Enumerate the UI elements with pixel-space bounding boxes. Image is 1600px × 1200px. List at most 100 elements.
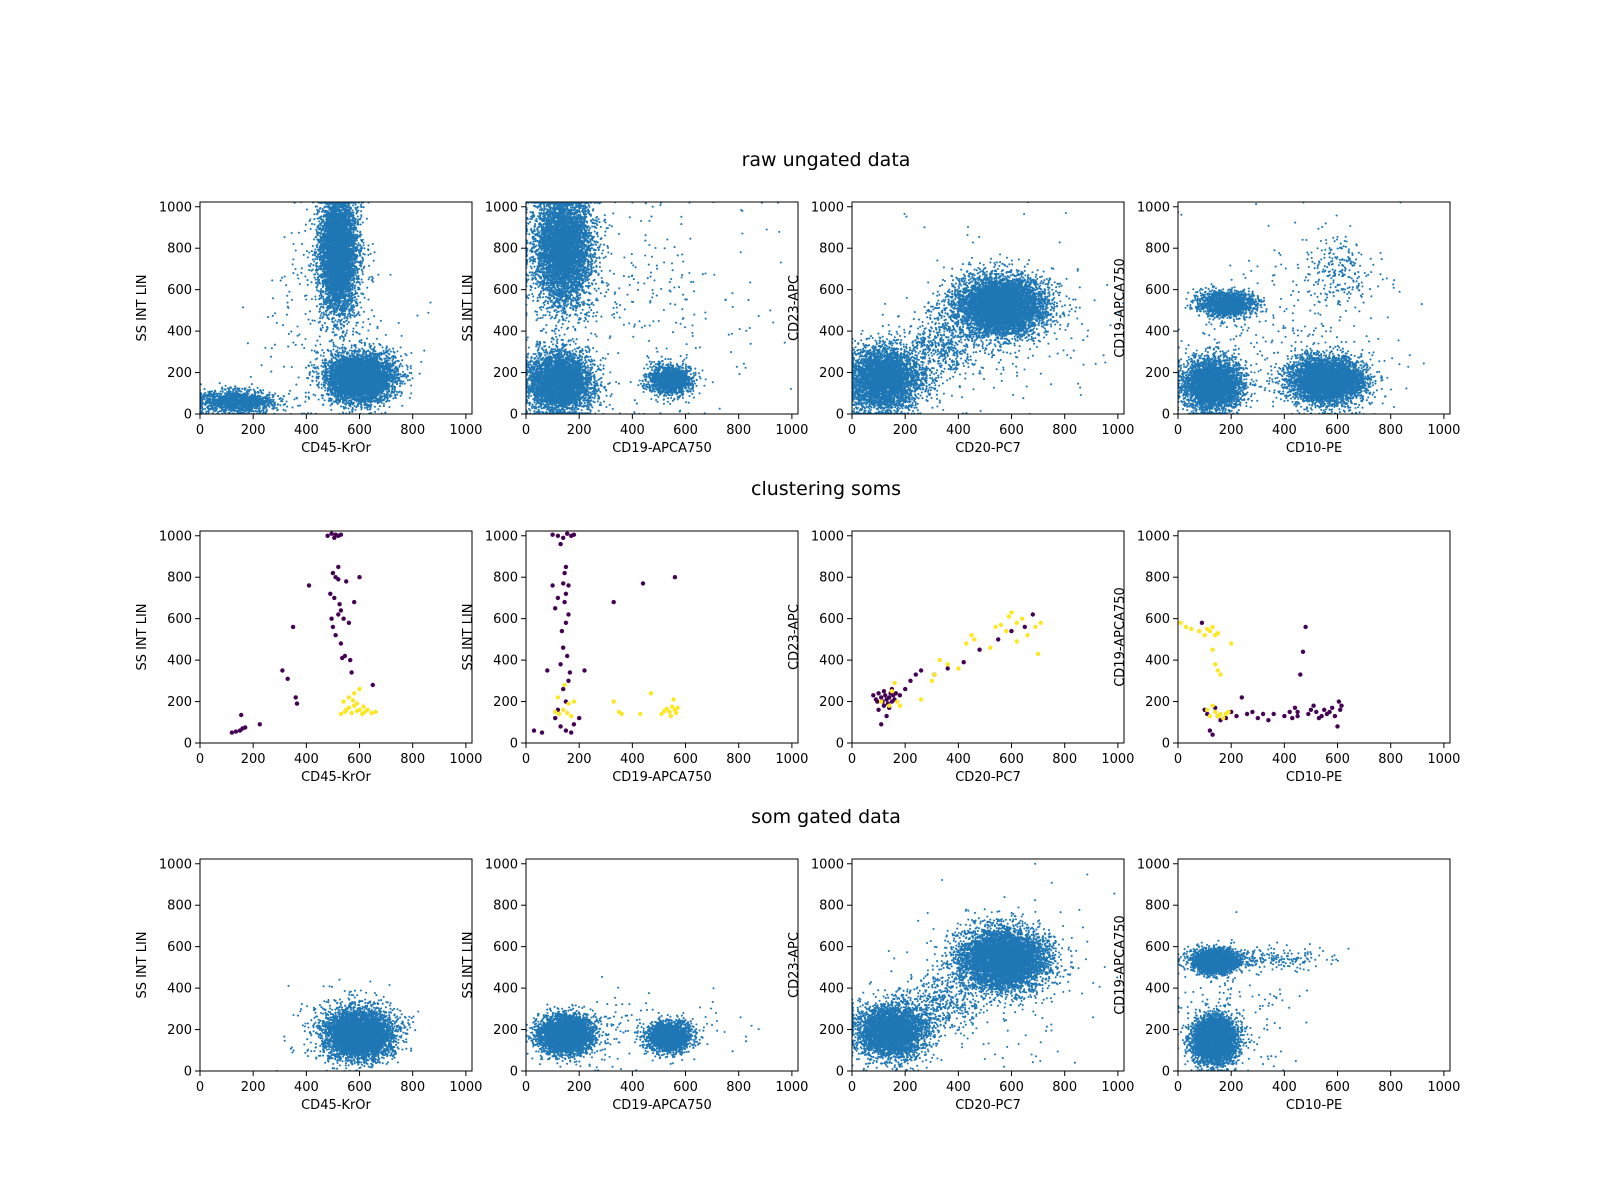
data-point — [316, 262, 318, 264]
data-point — [346, 206, 348, 208]
data-point — [304, 275, 306, 277]
data-point — [362, 273, 364, 275]
row-title: raw ungated data — [742, 149, 911, 171]
data-point — [327, 206, 329, 208]
data-point — [347, 300, 349, 302]
data-point — [354, 262, 356, 264]
data-point — [358, 251, 360, 253]
data-point — [337, 298, 339, 300]
scatter-points — [199, 201, 432, 415]
data-point — [320, 291, 322, 293]
data-point — [323, 303, 325, 305]
data-point — [356, 298, 358, 300]
data-point — [339, 321, 341, 323]
data-point — [354, 299, 356, 301]
data-point — [327, 295, 329, 297]
data-point — [318, 268, 320, 270]
data-point — [360, 204, 362, 206]
data-point — [367, 249, 369, 251]
data-point — [345, 283, 347, 285]
data-point — [359, 248, 361, 250]
data-point — [352, 204, 354, 206]
data-point — [338, 259, 340, 261]
data-point — [325, 281, 327, 283]
data-point — [354, 250, 356, 252]
data-point — [354, 224, 356, 226]
data-point — [338, 276, 340, 278]
data-point — [340, 272, 342, 274]
data-point — [314, 295, 316, 297]
data-point — [354, 287, 356, 289]
data-point — [306, 250, 308, 252]
data-point — [342, 223, 344, 225]
data-point — [316, 234, 318, 236]
data-point — [348, 294, 350, 296]
data-point — [314, 248, 316, 250]
data-point — [325, 230, 327, 232]
data-point — [329, 235, 331, 237]
data-point — [359, 236, 361, 238]
data-point — [333, 293, 335, 295]
data-point — [355, 275, 357, 277]
data-point — [322, 282, 324, 284]
data-point — [306, 208, 308, 210]
data-point — [362, 239, 364, 241]
data-point — [355, 314, 357, 316]
data-point — [323, 206, 325, 208]
data-point — [319, 207, 321, 209]
data-point — [322, 290, 324, 292]
data-point — [351, 266, 353, 268]
data-point — [340, 327, 342, 329]
data-point — [335, 226, 337, 228]
data-point — [322, 262, 324, 264]
data-point — [349, 279, 351, 281]
data-point — [320, 303, 322, 305]
data-point — [352, 217, 354, 219]
data-point — [340, 280, 342, 282]
data-point — [311, 250, 313, 252]
data-point — [324, 300, 326, 302]
data-point — [353, 279, 355, 281]
data-point — [312, 264, 314, 266]
data-point — [342, 283, 344, 285]
data-point — [358, 311, 360, 313]
data-point — [353, 312, 355, 314]
data-point — [324, 214, 326, 216]
data-point — [317, 217, 319, 219]
data-point — [320, 258, 322, 260]
data-point — [318, 220, 320, 222]
data-point — [321, 211, 323, 213]
data-point — [363, 311, 365, 313]
data-point — [373, 260, 375, 262]
data-point — [332, 235, 334, 237]
data-point — [351, 239, 353, 241]
data-point — [314, 258, 316, 260]
data-point — [332, 256, 334, 258]
data-point — [342, 238, 344, 240]
data-point — [315, 206, 317, 208]
data-point — [344, 240, 346, 242]
data-point — [332, 240, 334, 242]
data-point — [343, 260, 345, 262]
data-point — [351, 293, 353, 295]
data-point — [325, 298, 327, 300]
data-point — [336, 213, 338, 215]
data-point — [332, 328, 334, 330]
data-point — [318, 228, 320, 230]
data-point — [316, 258, 318, 260]
data-point — [338, 319, 340, 321]
data-point — [328, 266, 330, 268]
data-point — [320, 288, 322, 290]
data-point — [327, 300, 329, 302]
data-point — [324, 290, 326, 292]
data-point — [344, 293, 346, 295]
data-point — [340, 301, 342, 303]
data-point — [318, 256, 320, 258]
data-point — [352, 233, 354, 235]
data-point — [346, 329, 348, 331]
data-point — [362, 260, 364, 262]
data-point — [343, 210, 345, 212]
data-point — [335, 314, 337, 316]
data-point — [340, 323, 342, 325]
data-point — [310, 228, 312, 230]
